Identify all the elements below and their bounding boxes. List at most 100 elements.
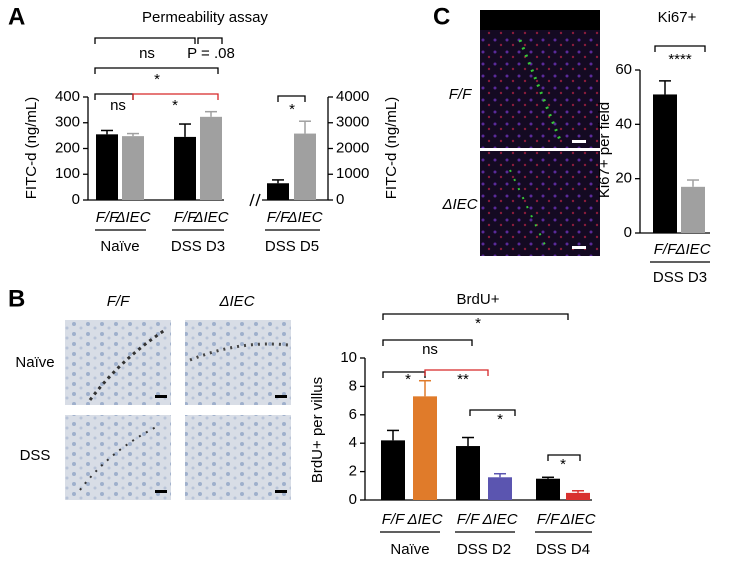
micrographs-c: [480, 10, 600, 256]
x-tick-label: ΔIEC: [559, 511, 595, 528]
x-tick-label: ΔIEC: [192, 209, 228, 226]
scale-bar: [155, 395, 167, 398]
significance-bracket: [654, 45, 706, 52]
image-column-label: F/F: [107, 293, 130, 310]
y-tick-label: 60: [615, 61, 632, 78]
bar: [456, 446, 480, 500]
scale-bar: [275, 490, 287, 493]
x-tick-label: F/F: [174, 209, 197, 226]
significance-bracket: [424, 369, 489, 376]
bar: [122, 136, 144, 200]
y-axis-label: BrdU+ per villus: [309, 377, 326, 483]
x-tick-label: ΔIEC: [114, 209, 150, 226]
y-tick-label: 8: [349, 377, 357, 394]
significance-bracket: [94, 37, 196, 44]
x-tick-label: F/F: [96, 209, 119, 226]
y-tick-label: 2: [349, 463, 357, 480]
bar: [413, 396, 437, 500]
x-tick-label: ΔIEC: [674, 241, 710, 258]
significance-bracket: [547, 454, 581, 461]
y-tick-label: 2000: [336, 139, 369, 156]
significance-bracket: [382, 339, 473, 346]
significance-label: *: [497, 411, 503, 428]
bar: [536, 478, 560, 500]
chart-title: Permeability assay: [142, 9, 268, 26]
scale-bar: [572, 246, 586, 249]
group-label: DSS D5: [265, 238, 319, 255]
stain-label: Cat: [521, 11, 545, 28]
significance-bracket: [469, 409, 516, 416]
scale-bar: [155, 490, 167, 493]
scale-bar: [572, 140, 586, 143]
bar: [96, 134, 118, 200]
image-row-label: ΔIEC: [441, 196, 477, 213]
image-column-label: ΔIEC: [218, 293, 254, 310]
bar: [294, 133, 316, 200]
group-label: Naïve: [100, 238, 139, 255]
y-axis-label: FITC-d (ng/mL): [383, 97, 400, 200]
image: [185, 415, 291, 500]
stain-header: [480, 10, 600, 30]
significance-bracket: [277, 95, 306, 102]
image: [480, 30, 600, 148]
group-label: DSS D3: [171, 238, 225, 255]
scale-bar: [275, 395, 287, 398]
y-tick-label: 1000: [336, 165, 369, 182]
image: [65, 320, 171, 405]
significance-label: **: [457, 371, 469, 388]
stain: [509, 169, 546, 246]
panel-label: A: [8, 3, 25, 30]
significance-label: *: [172, 97, 178, 114]
significance-label: ****: [668, 51, 692, 68]
bar: [488, 477, 512, 500]
y-axis-label: FITC-d (ng/mL): [23, 97, 40, 200]
chart-title: BrdU+: [457, 291, 500, 308]
chart-title: Ki67+: [658, 9, 697, 26]
y-tick-label: 0: [336, 191, 344, 208]
stain: [88, 328, 166, 401]
x-tick-label: F/F: [537, 511, 560, 528]
significance-label: *: [289, 101, 295, 118]
bar: [200, 116, 222, 200]
bar: [681, 186, 705, 233]
bar: [566, 492, 590, 500]
micrographs-b: [65, 320, 291, 500]
axis-break: [249, 193, 255, 207]
group-label: Naïve: [390, 541, 429, 558]
bar: [381, 440, 405, 500]
y-tick-label: 4: [349, 434, 357, 451]
x-tick-label: ΔIEC: [481, 511, 517, 528]
group-label: DSS D2: [457, 541, 511, 558]
significance-bracket: [197, 37, 223, 44]
bar: [653, 94, 677, 233]
significance-label: ns: [139, 45, 155, 62]
image-row-label: Naïve: [15, 354, 54, 371]
y-tick-label: 0: [72, 191, 80, 208]
x-tick-label: F/F: [457, 511, 480, 528]
y-axis-label: Ki67+ per field: [596, 102, 613, 198]
panel-label: B: [8, 285, 25, 312]
y-tick-label: 0: [624, 224, 632, 241]
significance-label: ns: [110, 97, 126, 114]
image-row-label: DSS: [20, 447, 51, 464]
y-tick-label: 100: [55, 165, 80, 182]
image: [185, 320, 291, 405]
y-tick-label: 3000: [336, 114, 369, 131]
group-label: DSS D4: [536, 541, 590, 558]
significance-label: *: [405, 371, 411, 388]
significance-label: *: [475, 315, 481, 332]
x-tick-label: F/F: [654, 241, 677, 258]
y-tick-label: 10: [340, 349, 357, 366]
image: [480, 151, 600, 256]
significance-bracket: [382, 313, 569, 320]
x-tick-label: ΔIEC: [286, 209, 322, 226]
significance-label: *: [154, 71, 160, 88]
significance-bracket: [132, 93, 219, 100]
x-tick-label: F/F: [267, 209, 290, 226]
x-tick-label: F/F: [382, 511, 405, 528]
axis-break: [255, 193, 261, 207]
group-label: DSS D3: [653, 269, 707, 286]
y-tick-label: 300: [55, 114, 80, 131]
significance-label: *: [560, 456, 566, 473]
